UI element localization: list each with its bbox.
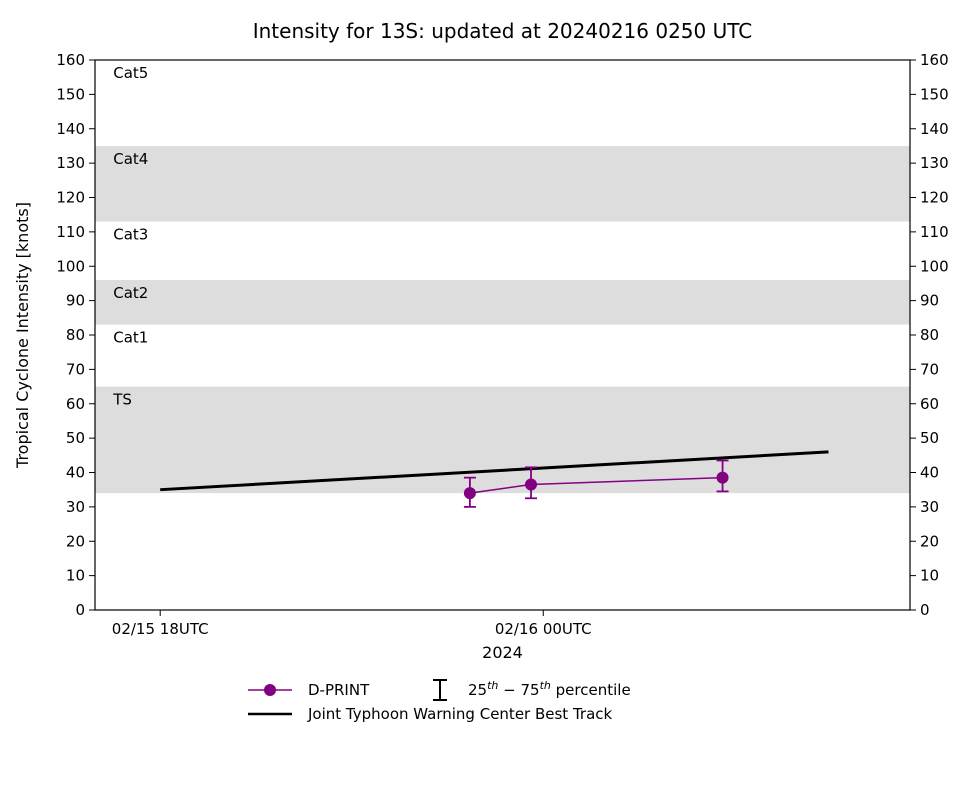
svg-text:150: 150 [56, 85, 85, 103]
svg-text:110: 110 [56, 223, 85, 241]
svg-text:10: 10 [66, 567, 85, 585]
svg-text:160: 160 [920, 51, 949, 69]
svg-text:Cat2: Cat2 [113, 284, 148, 302]
svg-text:100: 100 [56, 257, 85, 275]
svg-text:TS: TS [112, 391, 132, 409]
svg-text:80: 80 [66, 326, 85, 344]
svg-text:160: 160 [56, 51, 85, 69]
svg-text:40: 40 [66, 464, 85, 482]
svg-text:50: 50 [920, 429, 939, 447]
svg-text:Tropical Cyclone Intensity [kn: Tropical Cyclone Intensity [knots] [13, 202, 32, 469]
svg-text:90: 90 [920, 292, 939, 310]
svg-text:70: 70 [920, 360, 939, 378]
svg-text:20: 20 [920, 532, 939, 550]
svg-text:10: 10 [920, 567, 939, 585]
svg-text:120: 120 [920, 189, 949, 207]
svg-text:30: 30 [66, 498, 85, 516]
svg-text:0: 0 [920, 601, 930, 619]
svg-text:110: 110 [920, 223, 949, 241]
svg-text:02/16 00UTC: 02/16 00UTC [495, 620, 592, 638]
svg-text:60: 60 [66, 395, 85, 413]
svg-text:0: 0 [75, 601, 85, 619]
svg-text:150: 150 [920, 85, 949, 103]
svg-text:Cat5: Cat5 [113, 64, 148, 82]
svg-text:130: 130 [920, 154, 949, 172]
svg-text:2024: 2024 [482, 643, 523, 662]
svg-text:Cat3: Cat3 [113, 226, 148, 244]
svg-text:Joint Typhoon Warning Center B: Joint Typhoon Warning Center Best Track [307, 705, 613, 723]
svg-text:Cat4: Cat4 [113, 150, 148, 168]
chart-svg: Cat5 Cat4 Cat3 Cat2 Cat1 TS 0 0 10 10 20 20 30 30 40 40… [0, 0, 962, 785]
svg-text:130: 130 [56, 154, 85, 172]
svg-text:120: 120 [56, 189, 85, 207]
svg-text:Cat1: Cat1 [113, 329, 148, 347]
svg-text:60: 60 [920, 395, 939, 413]
intensity-chart: Cat5 Cat4 Cat3 Cat2 Cat1 TS 0 0 10 10 20 20 30 30 40 40… [0, 0, 962, 785]
svg-text:50: 50 [66, 429, 85, 447]
svg-text:70: 70 [66, 360, 85, 378]
svg-text:80: 80 [920, 326, 939, 344]
svg-text:90: 90 [66, 292, 85, 310]
svg-text:20: 20 [66, 532, 85, 550]
svg-text:02/15 18UTC: 02/15 18UTC [112, 620, 209, 638]
svg-text:140: 140 [56, 120, 85, 138]
svg-text:100: 100 [920, 257, 949, 275]
svg-text:D-PRINT: D-PRINT [308, 681, 370, 699]
svg-text:140: 140 [920, 120, 949, 138]
svg-text:40: 40 [920, 464, 939, 482]
svg-text:30: 30 [920, 498, 939, 516]
svg-text:Intensity for 13S: updated at: Intensity for 13S: updated at 20240216 0… [253, 19, 753, 43]
